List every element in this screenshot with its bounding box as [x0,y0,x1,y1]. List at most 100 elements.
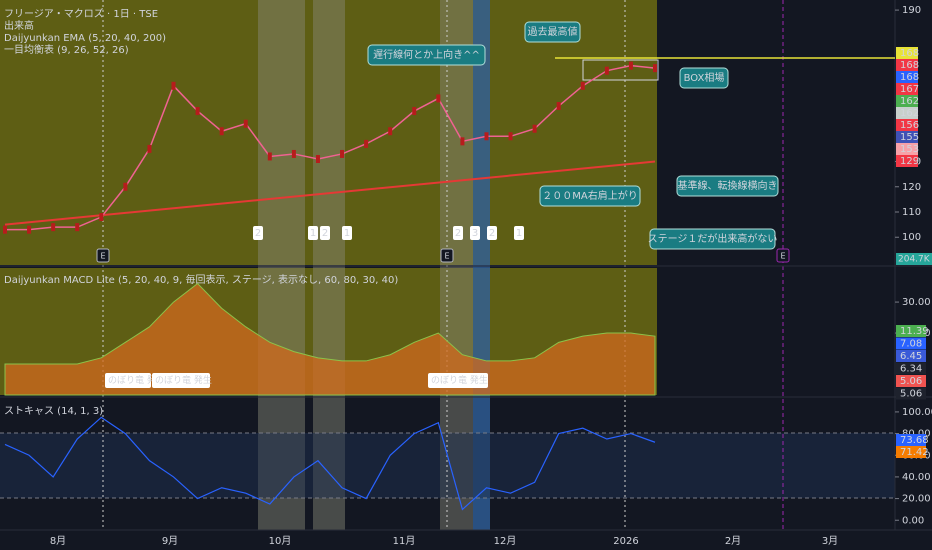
price-tag [896,71,918,83]
candle [3,225,7,234]
price-tag [896,143,918,155]
stage-box [308,226,318,240]
event-box [96,248,110,263]
candle [99,213,104,222]
event-marker: E [444,252,449,261]
x-tick-label: 10月 [269,535,292,547]
y-tick-label: 100.00 [902,407,932,418]
callout-text: BOX相場 [684,71,725,84]
price-tag [896,155,918,167]
value-tag [896,434,926,446]
price-tag [896,59,918,71]
y-tick-label: 100 [902,232,921,243]
stage-marker: 2 [255,228,261,239]
candle [27,225,32,234]
stoch-k-line [4,416,656,511]
value-tag [896,446,926,458]
x-tick-label: 8月 [50,535,66,547]
x-tick-label: 2月 [725,535,741,547]
candle [653,64,657,73]
y-tick-label: 110 [902,207,921,218]
candle [580,81,585,90]
candle [508,132,513,141]
value-tag-label: 7.08 [900,339,922,350]
candle [195,107,200,116]
legend-entry: 出来高 [4,19,34,32]
y-tick-label: 0.00 [902,515,924,526]
callout [679,67,729,89]
callout [539,185,641,207]
candle [340,149,345,158]
value-tag-label: 71.42 [900,447,929,458]
price-tag-label: 168 [900,72,919,83]
candle [460,137,465,146]
price-tag-label: 156 [900,120,919,131]
stage-box [342,226,352,240]
value-tag [896,362,926,375]
callout-text: ステージ１だが出来高がない [648,232,778,245]
price-tag [896,131,918,143]
signal-label: のぼり竜 発生 [155,374,212,386]
stage-box [320,226,330,240]
candle [604,66,609,75]
candle [556,102,561,110]
price-tag [896,83,918,95]
legend-entry: ストキャス (14, 1, 3) [4,406,103,417]
value-tag [896,350,926,362]
callout-text: 過去最高値 [528,25,578,38]
candle [315,155,320,163]
value-tag [896,375,926,387]
value-tag-label: 6.45 [900,351,922,362]
y-tick-label: 120 [902,182,921,193]
candle [123,182,128,191]
y-tick-label: 190 [902,5,921,16]
price-tag-label: 129 [900,156,919,167]
signal-label-box [428,373,488,388]
candle [75,223,80,232]
signal-label: のぼり竜 発生 [431,374,488,386]
x-tick-label: 3月 [822,535,838,547]
x-tick-label: 11月 [393,535,416,547]
legend-entry: フリージア・マクロズ · 1日 · TSE [4,7,158,20]
x-tick-label: 12月 [494,535,517,547]
signal-label-box [152,373,210,388]
y-tick-label: 30.00 [902,297,931,308]
price-tag [896,47,918,59]
price-tag-label: 168 [900,60,919,71]
signal-label: のぼり竜 発 [108,374,156,386]
macd-area [4,282,656,396]
candle [436,94,441,103]
event-box [440,248,454,263]
stage-marker: 1 [516,228,522,239]
legend-entry: 一目均衡表 (9, 26, 52, 26) [4,43,129,56]
volume-tag-label: 204.7K [898,255,931,265]
value-tag-label: 11.39 [900,326,929,337]
legend-entry: Daijyunkan MACD Lite (5, 20, 40, 9, 毎回表示… [4,273,398,286]
value-tag-label: 5.06 [900,389,922,400]
event-marker: E [100,252,105,261]
candle [628,61,633,70]
value-tag [896,337,926,350]
candle [364,139,369,148]
price-tag-label: 168 [900,48,919,59]
stage-marker: 3 [472,228,478,239]
candle [51,223,56,232]
stage-box [453,226,463,240]
stage-marker: 1 [344,228,350,239]
price-tag [896,95,918,107]
candle [484,132,489,141]
value-tag [896,387,926,400]
value-tag-label: 73.68 [900,435,929,446]
callout [367,44,486,66]
callout-text: ２００MA右肩上がり [542,189,637,202]
candle [532,124,537,133]
stage-marker: 1 [310,228,316,239]
x-tick-label: 2026 [613,536,638,547]
candle [147,144,152,153]
y-tick-label: 40.00 [902,472,931,483]
value-tag-label: 6.34 [900,364,922,375]
stage-marker: 2 [322,228,328,239]
volume-tag [896,253,932,265]
price-tag [896,119,918,131]
